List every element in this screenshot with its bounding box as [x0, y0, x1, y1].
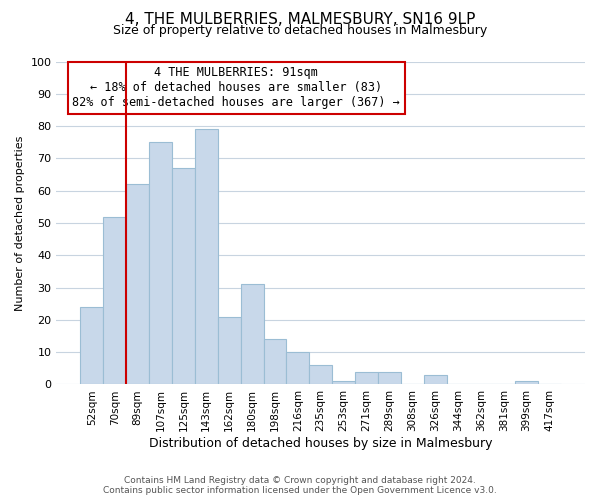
- Y-axis label: Number of detached properties: Number of detached properties: [15, 136, 25, 310]
- Text: 4 THE MULBERRIES: 91sqm
← 18% of detached houses are smaller (83)
82% of semi-de: 4 THE MULBERRIES: 91sqm ← 18% of detache…: [72, 66, 400, 110]
- Bar: [286, 352, 309, 384]
- Text: Size of property relative to detached houses in Malmesbury: Size of property relative to detached ho…: [113, 24, 487, 37]
- Bar: [172, 168, 195, 384]
- Bar: [355, 372, 378, 384]
- Bar: [263, 339, 286, 384]
- Bar: [195, 130, 218, 384]
- Bar: [332, 381, 355, 384]
- X-axis label: Distribution of detached houses by size in Malmesbury: Distribution of detached houses by size …: [149, 437, 493, 450]
- Text: 4, THE MULBERRIES, MALMESBURY, SN16 9LP: 4, THE MULBERRIES, MALMESBURY, SN16 9LP: [125, 12, 475, 28]
- Bar: [126, 184, 149, 384]
- Bar: [241, 284, 263, 384]
- Bar: [218, 316, 241, 384]
- Bar: [309, 365, 332, 384]
- Text: Contains HM Land Registry data © Crown copyright and database right 2024.
Contai: Contains HM Land Registry data © Crown c…: [103, 476, 497, 495]
- Bar: [378, 372, 401, 384]
- Bar: [424, 375, 446, 384]
- Bar: [515, 381, 538, 384]
- Bar: [103, 216, 126, 384]
- Bar: [149, 142, 172, 384]
- Bar: [80, 307, 103, 384]
